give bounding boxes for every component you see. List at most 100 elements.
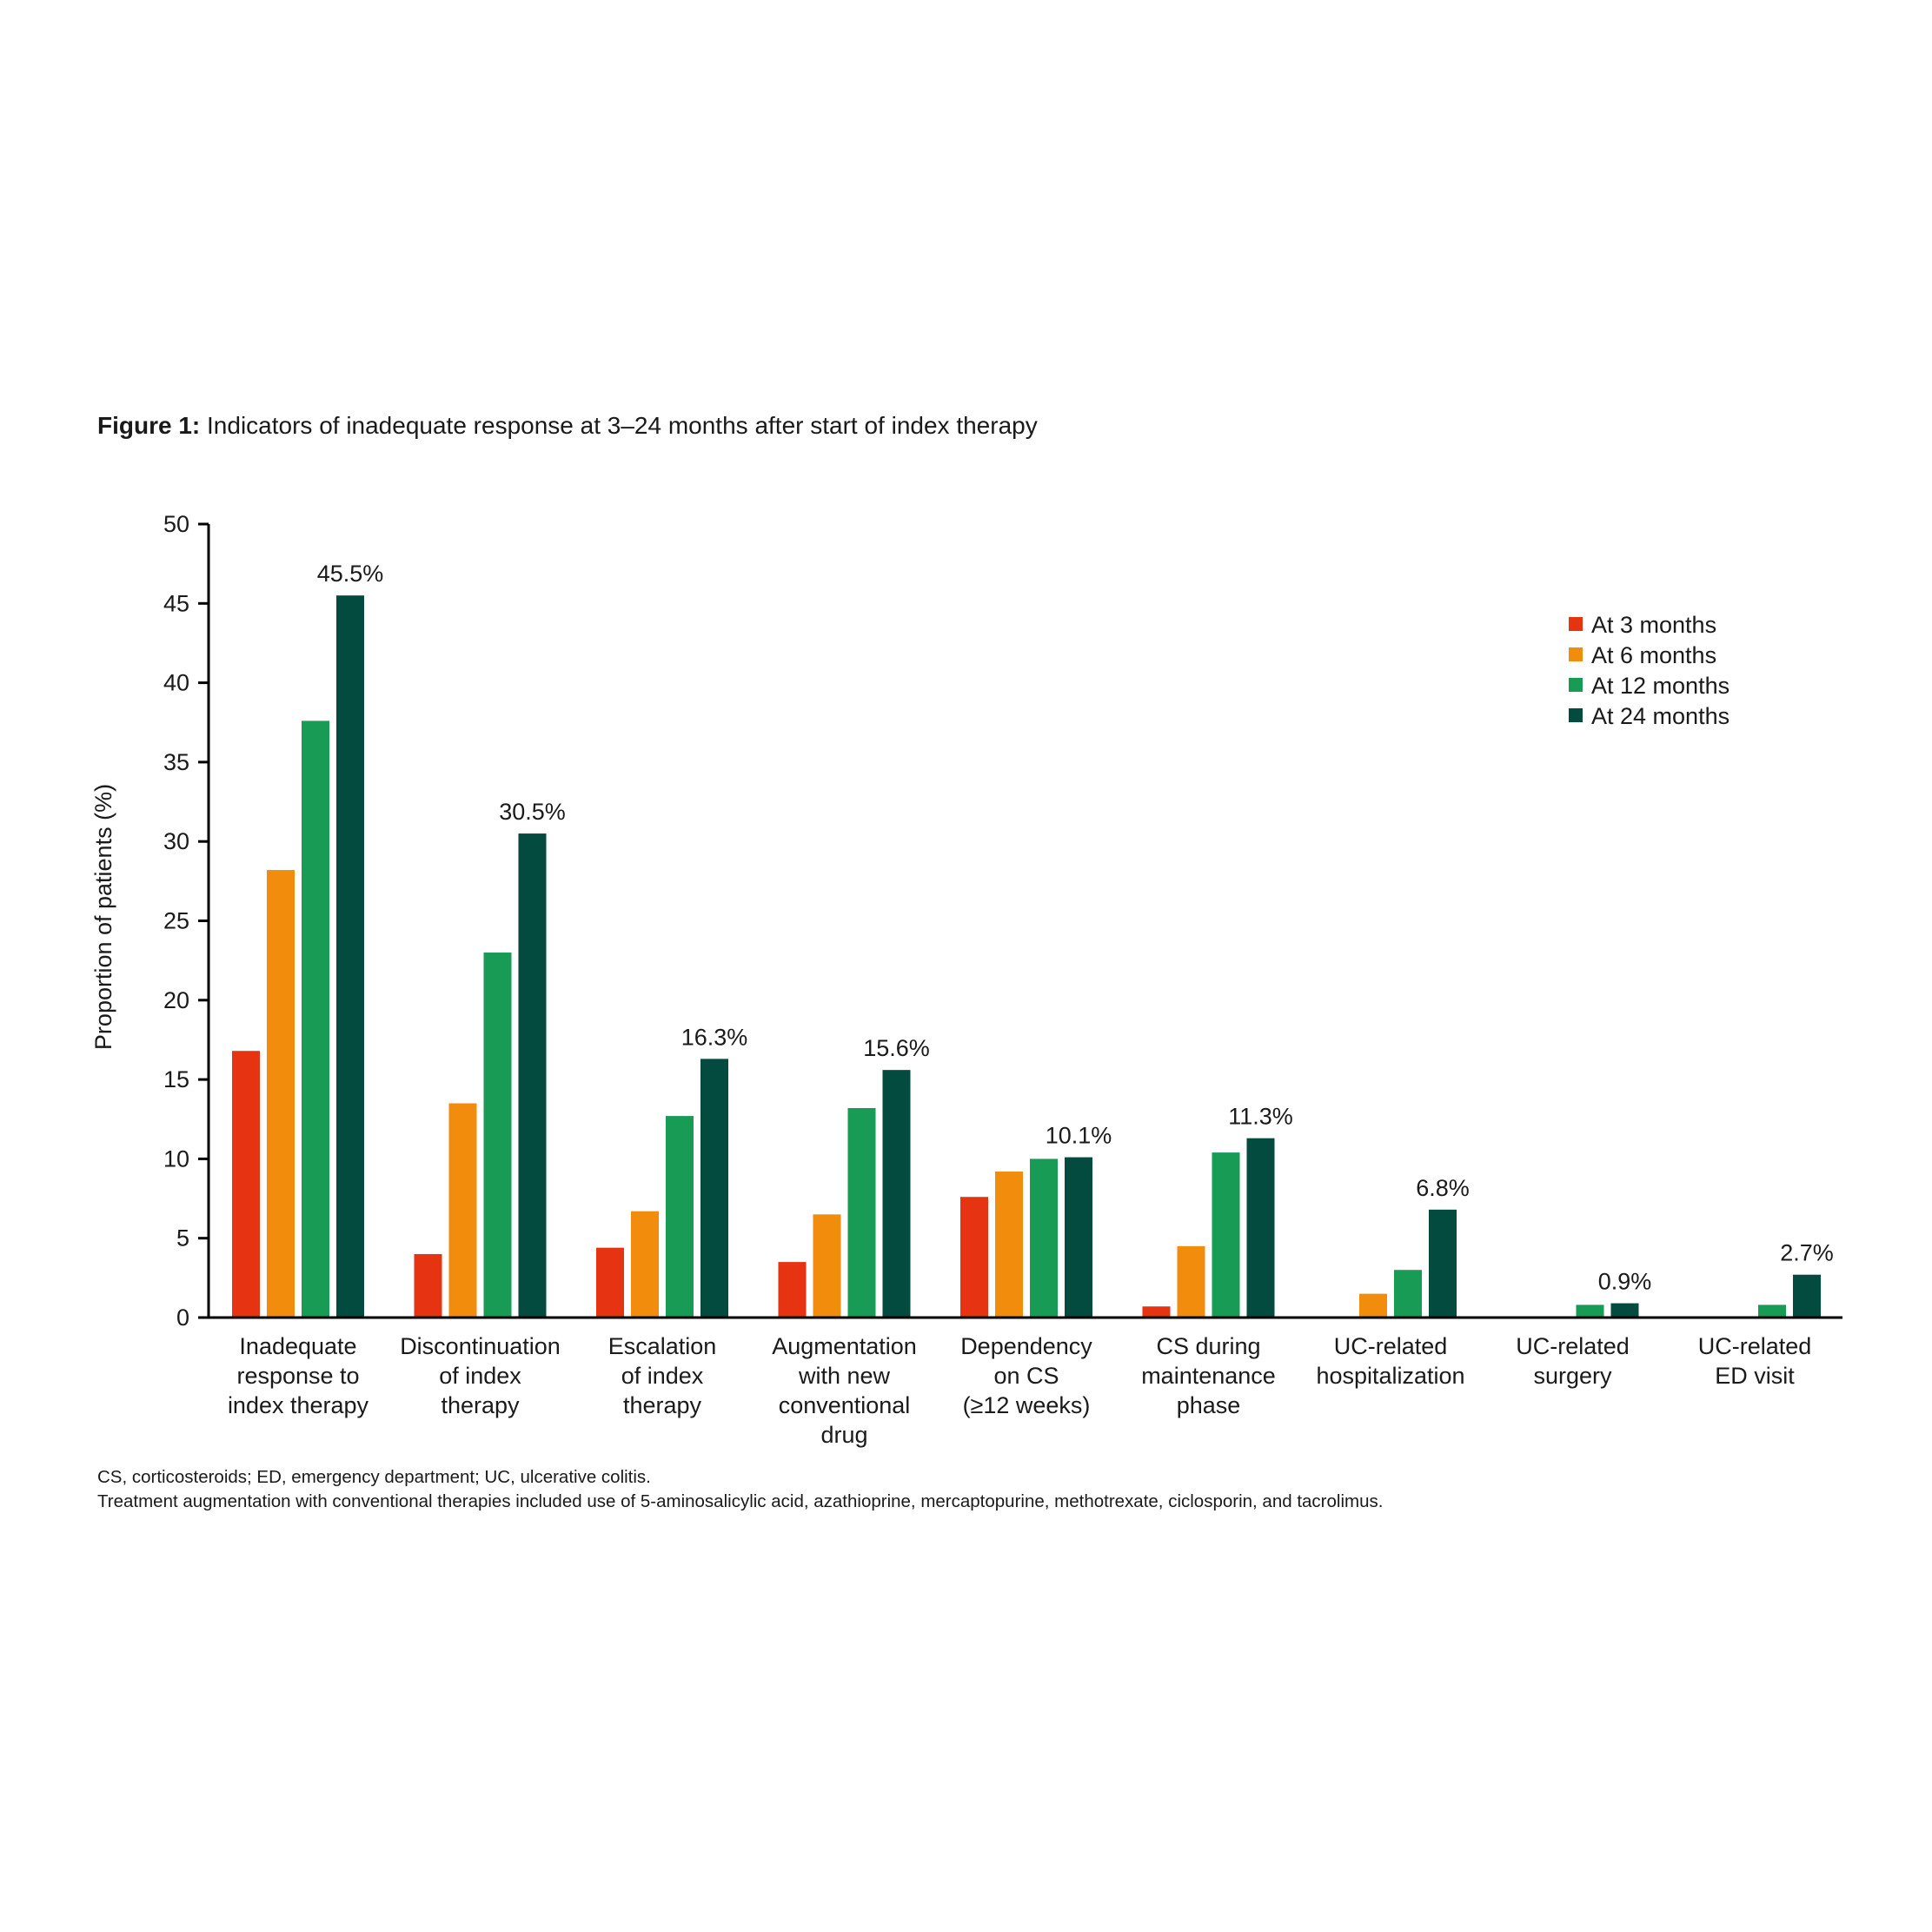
- y-tick-label: 50: [163, 511, 189, 537]
- x-tick-label-line: conventional: [779, 1392, 911, 1418]
- x-tick-label-line: ED visit: [1715, 1363, 1795, 1389]
- y-tick-label: 25: [163, 908, 189, 934]
- y-tick-label: 20: [163, 987, 189, 1013]
- bar: [960, 1197, 988, 1318]
- bar: [1429, 1209, 1457, 1318]
- y-ticks-group: 0 5 10 15 20 25 30 35 40 45 50: [163, 511, 209, 1331]
- figure-title-text: Indicators of inadequate response at 3–2…: [207, 412, 1038, 439]
- y-tick-label: 0: [176, 1305, 189, 1331]
- x-tick-label-line: with new: [798, 1363, 891, 1389]
- bar: [1758, 1305, 1786, 1318]
- footnote-treatment: Treatment augmentation with conventional…: [97, 1491, 1384, 1511]
- data-label: 15.6%: [863, 1035, 930, 1061]
- bar: [518, 833, 547, 1318]
- bar: [847, 1107, 876, 1318]
- x-tick-label-line: surgery: [1533, 1363, 1612, 1389]
- legend-swatch: [1569, 708, 1583, 722]
- bar: [596, 1247, 624, 1318]
- x-tick-label-line: therapy: [441, 1392, 520, 1418]
- legend-swatch: [1569, 617, 1583, 631]
- x-tick-label-line: Inadequate: [239, 1333, 356, 1359]
- legend-label: At 12 months: [1591, 673, 1730, 699]
- data-label: 11.3%: [1228, 1104, 1293, 1130]
- x-tick-label: Discontinuation of index therapy: [400, 1333, 561, 1418]
- bar: [1177, 1245, 1205, 1318]
- y-tick-label: 45: [163, 590, 189, 616]
- y-tick-label: 10: [163, 1145, 189, 1172]
- bar: [302, 720, 329, 1318]
- bar: [414, 1253, 442, 1318]
- x-tick-label-line: therapy: [623, 1392, 702, 1418]
- bar: [1246, 1138, 1275, 1318]
- y-tick-label: 40: [163, 670, 189, 696]
- x-tick-label-line: Dependency: [960, 1333, 1092, 1359]
- x-labels-group: Inadequate response to index therapy Discon…: [228, 1333, 1811, 1448]
- x-tick-label-line: drug: [820, 1422, 867, 1448]
- x-tick-label-line: hospitalization: [1316, 1363, 1464, 1389]
- bar: [1576, 1305, 1604, 1318]
- x-tick-label-line: UC-related: [1334, 1333, 1448, 1359]
- bar: [1030, 1159, 1058, 1318]
- x-tick-label-line: UC-related: [1698, 1333, 1812, 1359]
- x-tick-label: UC-related hospitalization: [1316, 1333, 1464, 1389]
- bar: [1142, 1306, 1171, 1318]
- data-label: 45.5%: [317, 561, 384, 587]
- y-tick-label: 15: [163, 1066, 189, 1092]
- x-tick-label-line: Augmentation: [772, 1333, 917, 1359]
- bar: [1065, 1157, 1092, 1318]
- x-tick-label-line: Escalation: [608, 1333, 717, 1359]
- data-label: 6.8%: [1416, 1175, 1470, 1201]
- x-tick-label: Escalation of index therapy: [608, 1333, 717, 1418]
- data-labels-group: 45.5% 30.5% 16.3% 15.6% 10.1% 11.3% 6.8% 0.9% 2.…: [317, 561, 1834, 1294]
- y-tick-label: 35: [163, 749, 189, 775]
- bar: [336, 595, 364, 1318]
- footnote-abbreviations: CS, corticosteroids; ED, emergency depar…: [97, 1467, 651, 1487]
- y-tick-label: 30: [163, 828, 189, 854]
- bar: [995, 1172, 1023, 1318]
- bar: [448, 1103, 477, 1318]
- x-tick-label-line: on CS: [993, 1363, 1059, 1389]
- figure-title: Figure 1: Indicators of inadequate respo…: [97, 412, 1038, 440]
- x-tick-label-line: CS during: [1156, 1333, 1260, 1359]
- x-tick-label: UC-related surgery: [1516, 1333, 1630, 1389]
- bar: [267, 870, 295, 1318]
- y-tick-label: 5: [176, 1225, 189, 1251]
- data-label: 0.9%: [1598, 1269, 1652, 1295]
- bar: [1793, 1274, 1821, 1318]
- footnotes: CS, corticosteroids; ED, emergency depar…: [97, 1465, 1383, 1514]
- x-tick-label-line: response to: [236, 1363, 359, 1389]
- bar: [700, 1059, 728, 1318]
- legend-label: At 3 months: [1591, 612, 1716, 638]
- bar: [1394, 1270, 1422, 1318]
- legend: At 3 months At 6 months At 12 months At 24 …: [1569, 612, 1730, 729]
- x-tick-label-line: index therapy: [228, 1392, 369, 1418]
- x-tick-label-line: (≥12 weeks): [963, 1392, 1091, 1418]
- bar: [631, 1211, 659, 1318]
- x-tick-label-line: Discontinuation: [400, 1333, 561, 1359]
- x-tick-label-line: maintenance: [1141, 1363, 1276, 1389]
- x-tick-label-line: of index: [621, 1363, 704, 1389]
- x-tick-label-line: of index: [439, 1363, 521, 1389]
- bar: [1212, 1152, 1240, 1318]
- bar: [813, 1214, 841, 1318]
- legend-label: At 6 months: [1591, 642, 1716, 668]
- bar: [1610, 1303, 1639, 1318]
- x-tick-label: Dependency on CS (≥12 weeks): [960, 1333, 1092, 1418]
- x-tick-label-line: phase: [1177, 1392, 1241, 1418]
- data-label: 10.1%: [1046, 1123, 1112, 1149]
- data-label: 2.7%: [1780, 1240, 1834, 1266]
- bar: [1359, 1293, 1387, 1318]
- bar: [778, 1262, 807, 1318]
- y-axis-label: Proportion of patients (%): [90, 784, 116, 1050]
- data-label: 16.3%: [681, 1024, 748, 1050]
- legend-swatch: [1569, 647, 1583, 661]
- x-tick-label: UC-related ED visit: [1698, 1333, 1812, 1389]
- legend-label: At 24 months: [1591, 703, 1730, 729]
- x-tick-label-line: UC-related: [1516, 1333, 1630, 1359]
- x-tick-label: Inadequate response to index therapy: [228, 1333, 369, 1418]
- x-tick-label: Augmentation with new conventional drug: [772, 1333, 917, 1448]
- legend-swatch: [1569, 678, 1583, 692]
- x-tick-label: CS during maintenance phase: [1141, 1333, 1276, 1418]
- bar: [483, 953, 512, 1318]
